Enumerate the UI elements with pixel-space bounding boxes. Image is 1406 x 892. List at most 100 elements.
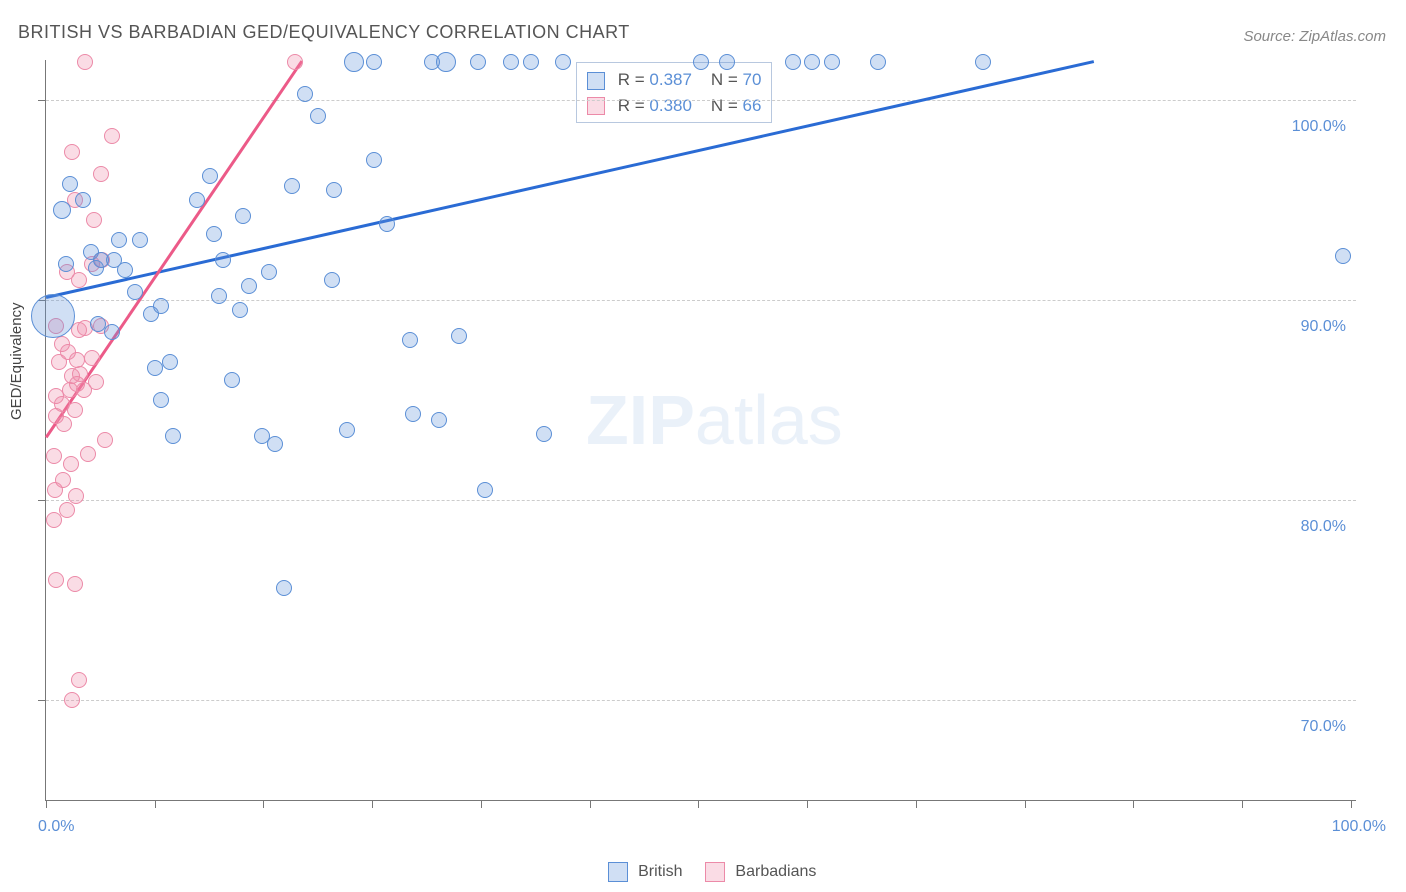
x-tick bbox=[1351, 800, 1352, 808]
watermark-rest: atlas bbox=[695, 381, 843, 459]
scatter-point-british bbox=[339, 422, 355, 438]
scatter-point-british bbox=[366, 54, 382, 70]
scatter-point-british bbox=[536, 426, 552, 442]
x-tick bbox=[698, 800, 699, 808]
scatter-point-british bbox=[117, 262, 133, 278]
scatter-point-barbadians bbox=[55, 472, 71, 488]
source-attribution: Source: ZipAtlas.com bbox=[1243, 28, 1386, 45]
scatter-point-barbadians bbox=[68, 488, 84, 504]
scatter-point-british bbox=[975, 54, 991, 70]
x-tick bbox=[590, 800, 591, 808]
scatter-point-barbadians bbox=[77, 54, 93, 70]
x-tick bbox=[1133, 800, 1134, 808]
scatter-point-barbadians bbox=[56, 416, 72, 432]
scatter-point-british bbox=[165, 428, 181, 444]
legend-swatch-barbadians bbox=[705, 862, 725, 882]
scatter-point-barbadians bbox=[104, 128, 120, 144]
scatter-point-british bbox=[470, 54, 486, 70]
scatter-point-barbadians bbox=[80, 446, 96, 462]
y-tick bbox=[38, 100, 46, 101]
x-tick bbox=[916, 800, 917, 808]
scatter-point-barbadians bbox=[84, 350, 100, 366]
stats-row-british: R = 0.387 N = 70 bbox=[587, 67, 761, 93]
scatter-point-british bbox=[111, 232, 127, 248]
stats-row-barbadians: R = 0.380 N = 66 bbox=[587, 93, 761, 119]
y-axis-label: GED/Equivalency bbox=[8, 302, 25, 420]
plot-area: ZIPatlas R = 0.387 N = 70 R = 0.380 N = … bbox=[45, 60, 1356, 801]
scatter-point-british bbox=[127, 284, 143, 300]
x-tick bbox=[263, 800, 264, 808]
scatter-point-british bbox=[31, 294, 75, 338]
scatter-point-british bbox=[267, 436, 283, 452]
chart-title: BRITISH VS BARBADIAN GED/EQUIVALENCY COR… bbox=[18, 22, 630, 43]
x-axis-max-label: 100.0% bbox=[1332, 818, 1386, 836]
scatter-point-british bbox=[153, 392, 169, 408]
stats-n-value-1: 70 bbox=[743, 70, 762, 89]
scatter-point-british bbox=[104, 324, 120, 340]
gridline bbox=[46, 500, 1356, 501]
scatter-point-british bbox=[402, 332, 418, 348]
scatter-point-british bbox=[310, 108, 326, 124]
legend-swatch-blue bbox=[587, 72, 605, 90]
x-tick bbox=[155, 800, 156, 808]
y-tick-label: 70.0% bbox=[1301, 718, 1346, 736]
scatter-point-barbadians bbox=[46, 448, 62, 464]
scatter-point-british bbox=[211, 288, 227, 304]
legend-label-barbadians: Barbadians bbox=[735, 863, 816, 880]
legend-label-british: British bbox=[638, 863, 682, 880]
y-tick-label: 90.0% bbox=[1301, 318, 1346, 336]
scatter-point-british bbox=[785, 54, 801, 70]
scatter-point-british bbox=[379, 216, 395, 232]
x-tick bbox=[481, 800, 482, 808]
scatter-point-british bbox=[451, 328, 467, 344]
scatter-point-british bbox=[75, 192, 91, 208]
scatter-point-british bbox=[215, 252, 231, 268]
scatter-point-barbadians bbox=[59, 502, 75, 518]
scatter-point-british bbox=[132, 232, 148, 248]
legend-swatch-british bbox=[608, 862, 628, 882]
gridline bbox=[46, 100, 1356, 101]
scatter-point-barbadians bbox=[63, 456, 79, 472]
stats-r-label-1: R = bbox=[618, 70, 650, 89]
x-tick bbox=[372, 800, 373, 808]
scatter-point-british bbox=[405, 406, 421, 422]
scatter-point-british bbox=[276, 580, 292, 596]
stats-r-value-1: 0.387 bbox=[649, 70, 692, 89]
scatter-point-british bbox=[147, 360, 163, 376]
scatter-point-barbadians bbox=[54, 336, 70, 352]
stats-r-value-2: 0.380 bbox=[649, 96, 692, 115]
scatter-point-barbadians bbox=[48, 572, 64, 588]
scatter-point-british bbox=[870, 54, 886, 70]
stats-n-value-2: 66 bbox=[743, 96, 762, 115]
scatter-point-british bbox=[153, 298, 169, 314]
scatter-point-british bbox=[693, 54, 709, 70]
scatter-point-british bbox=[804, 54, 820, 70]
scatter-point-british bbox=[53, 201, 71, 219]
scatter-point-british bbox=[326, 182, 342, 198]
scatter-point-british bbox=[284, 178, 300, 194]
y-tick-label: 80.0% bbox=[1301, 518, 1346, 536]
scatter-point-british bbox=[477, 482, 493, 498]
watermark-bold: ZIP bbox=[586, 381, 695, 459]
scatter-point-barbadians bbox=[64, 692, 80, 708]
gridline bbox=[46, 700, 1356, 701]
scatter-point-british bbox=[62, 176, 78, 192]
scatter-point-barbadians bbox=[86, 212, 102, 228]
scatter-point-british bbox=[224, 372, 240, 388]
scatter-point-british bbox=[162, 354, 178, 370]
y-tick-label: 100.0% bbox=[1292, 118, 1346, 136]
scatter-point-british bbox=[235, 208, 251, 224]
x-tick bbox=[1242, 800, 1243, 808]
scatter-point-british bbox=[324, 272, 340, 288]
x-axis-min-label: 0.0% bbox=[38, 818, 74, 836]
scatter-point-british bbox=[206, 226, 222, 242]
scatter-point-british bbox=[189, 192, 205, 208]
scatter-point-barbadians bbox=[64, 144, 80, 160]
scatter-point-british bbox=[1335, 248, 1351, 264]
gridline bbox=[46, 300, 1356, 301]
scatter-point-british bbox=[366, 152, 382, 168]
scatter-point-barbadians bbox=[88, 374, 104, 390]
x-tick bbox=[46, 800, 47, 808]
scatter-point-british bbox=[202, 168, 218, 184]
legend-bottom: British Barbadians bbox=[0, 862, 1406, 882]
